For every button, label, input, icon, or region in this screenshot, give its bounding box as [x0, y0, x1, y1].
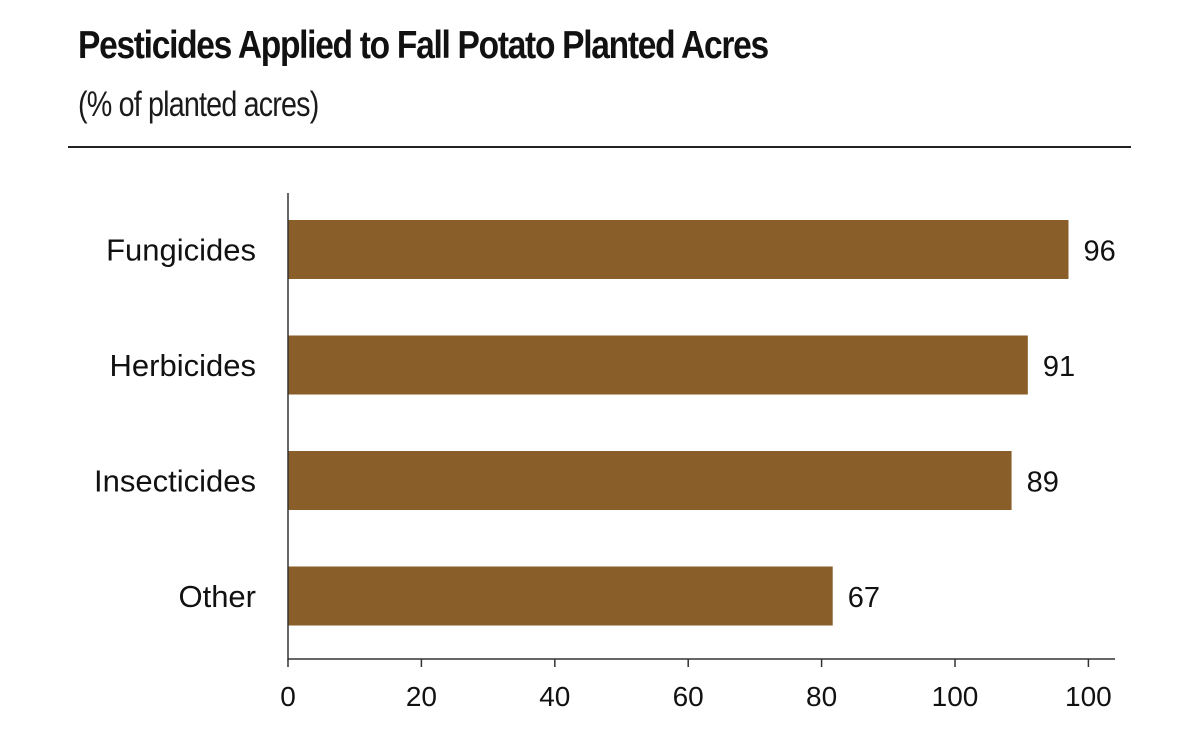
chart-subtitle: (% of planted acres): [78, 85, 319, 124]
x-tick-label: 60: [673, 681, 704, 712]
bar: [288, 566, 833, 626]
bar: [288, 220, 1069, 279]
x-tick-label: 80: [806, 681, 837, 712]
chart-title: Pesticides Applied to Fall Potato Plante…: [78, 24, 769, 67]
category-label: Herbicides: [110, 348, 256, 383]
category-label: Other: [178, 579, 256, 614]
axis-layer: 0 20 40 60 80 100 100: [280, 193, 1115, 712]
title-divider: [68, 146, 1131, 148]
bars-layer: Fungicides 96 Herbicides 91 Insecticides 89 Ot…: [94, 220, 1116, 626]
x-tick-label: 100: [932, 681, 979, 712]
value-label: 67: [848, 582, 880, 614]
x-tick-label: 20: [406, 681, 437, 712]
x-tick-label: 40: [539, 681, 570, 712]
x-tick-label: 0: [280, 681, 296, 712]
category-label: Fungicides: [106, 233, 256, 268]
bar: [288, 451, 1012, 510]
value-label: 91: [1043, 351, 1075, 383]
value-label: 96: [1083, 236, 1115, 268]
value-label: 89: [1027, 467, 1059, 499]
category-label: Insecticides: [94, 464, 256, 499]
bar: [288, 335, 1028, 395]
x-tick-label: 100: [1065, 681, 1112, 712]
